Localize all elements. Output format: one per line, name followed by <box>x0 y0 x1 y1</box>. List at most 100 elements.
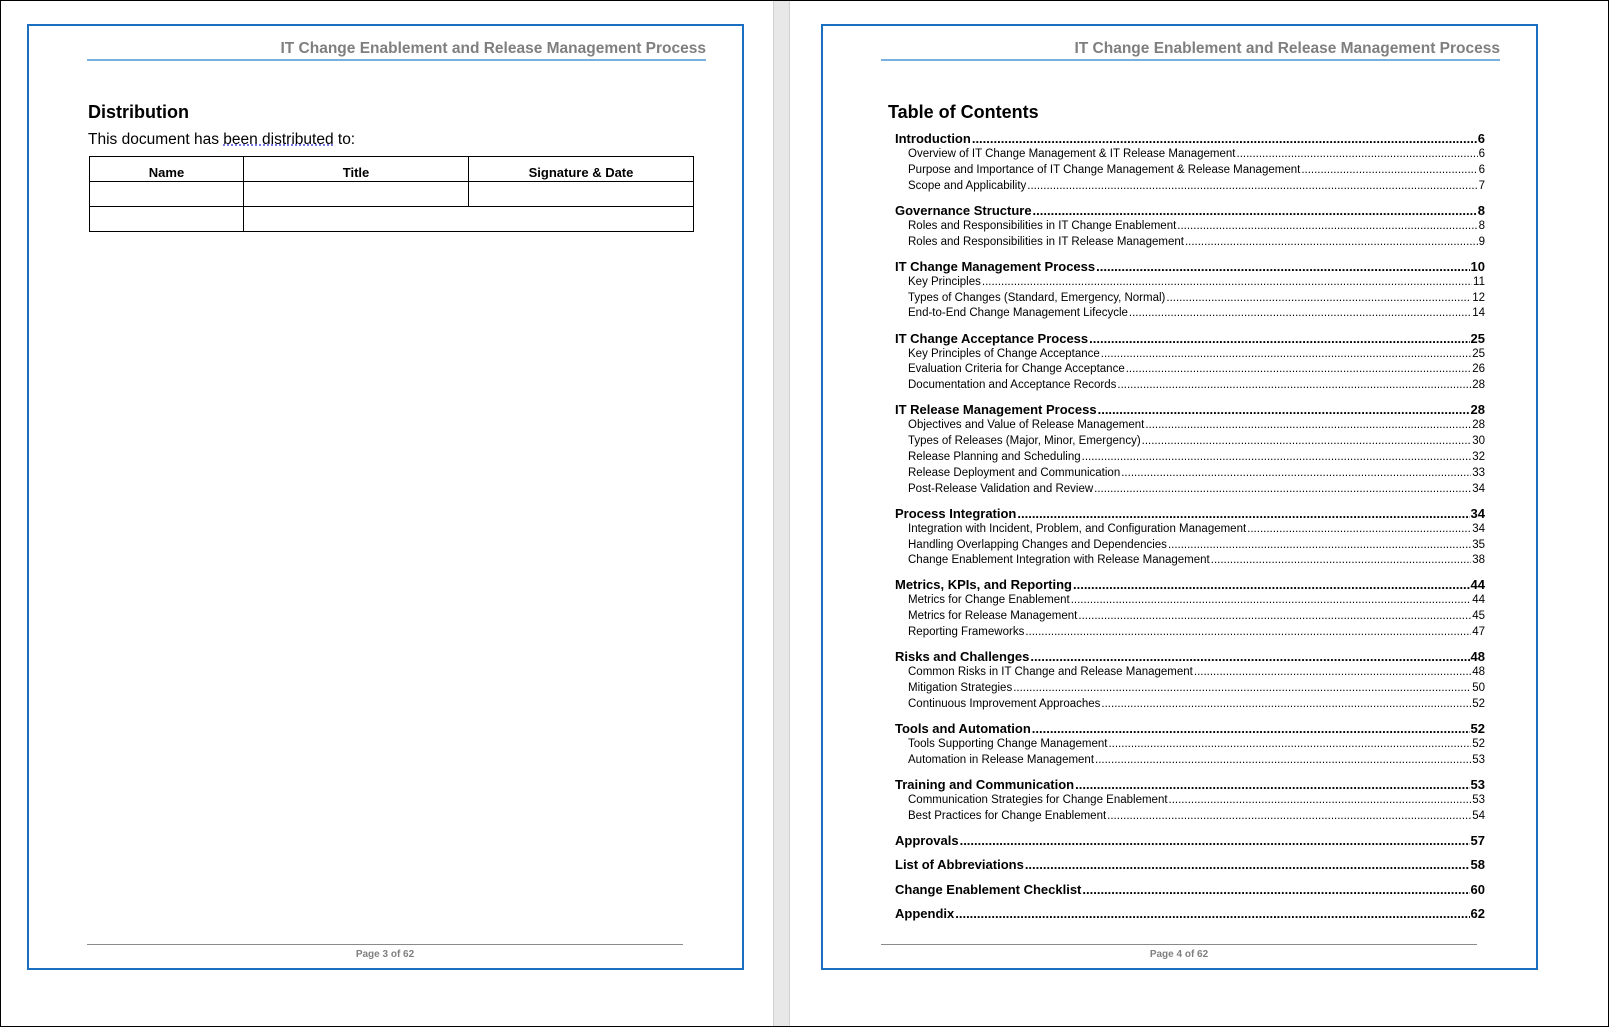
table-cell[interactable] <box>243 206 694 232</box>
toc-entry[interactable]: Evaluation Criteria for Change Acceptanc… <box>895 362 1485 378</box>
toc-entry[interactable]: Scope and Applicability 7 <box>895 179 1485 195</box>
toc-entry[interactable]: End-to-End Change Management Lifecycle 14 <box>895 306 1485 322</box>
dot-leader <box>1166 291 1471 307</box>
toc-entry[interactable]: Tools Supporting Change Management 52 <box>895 737 1485 753</box>
toc-entry[interactable]: Documentation and Acceptance Records 28 <box>895 378 1485 394</box>
grammar-flagged-text[interactable]: been distributed <box>223 131 334 148</box>
dot-leader <box>1032 721 1470 737</box>
dot-leader <box>1082 450 1472 466</box>
toc-entry[interactable]: List of Abbreviations 58 <box>895 857 1485 873</box>
toc-page-number: 34 <box>1472 522 1485 535</box>
toc-entry[interactable]: Purpose and Importance of IT Change Mana… <box>895 163 1485 179</box>
toc-entry[interactable]: Change Enablement Integration with Relea… <box>895 553 1485 569</box>
toc-page-number: 26 <box>1472 363 1485 376</box>
toc-entry[interactable]: Tools and Automation 52 <box>895 721 1485 737</box>
toc-page-number: 12 <box>1472 291 1485 304</box>
toc-entry-title: Training and Communication <box>895 777 1075 793</box>
dot-leader <box>1030 649 1469 665</box>
toc-page-number: 6 <box>1477 131 1485 146</box>
dot-leader <box>955 906 1469 922</box>
page-3: IT Change Enablement and Release Managem… <box>27 24 744 970</box>
toc-entry[interactable]: Best Practices for Change Enablement 54 <box>895 809 1485 825</box>
toc-entry[interactable]: Risks and Challenges 48 <box>895 649 1485 665</box>
toc-page-number: 48 <box>1470 649 1485 665</box>
toc-entry-title: Documentation and Acceptance Records <box>908 379 1117 392</box>
toc-page-number: 28 <box>1472 379 1485 392</box>
toc-page-number: 34 <box>1472 482 1485 495</box>
toc-page-number: 30 <box>1472 435 1485 448</box>
toc-entry-title: Introduction <box>895 131 971 146</box>
table-cell[interactable] <box>89 206 244 232</box>
toc-entry[interactable]: Key Principles 11 <box>895 275 1485 291</box>
toc-page-number: 28 <box>1470 402 1485 418</box>
toc-entry[interactable]: Objectives and Value of Release Manageme… <box>895 418 1485 434</box>
toc-entry-title: Overview of IT Change Management & IT Re… <box>908 148 1236 160</box>
toc-entry[interactable]: Approvals 57 <box>895 833 1485 849</box>
toc-entry-title: Tools Supporting Change Management <box>908 738 1108 751</box>
toc-entry-title: Communication Strategies for Change Enab… <box>908 794 1168 807</box>
toc-entry[interactable]: Roles and Responsibilities in IT Change … <box>895 219 1485 235</box>
toc-entry-title: Post-Release Validation and Review <box>908 482 1094 495</box>
dot-leader <box>1071 593 1471 609</box>
table-cell[interactable] <box>89 181 244 207</box>
page-header: IT Change Enablement and Release Managem… <box>881 40 1500 61</box>
dot-leader <box>1082 882 1469 898</box>
dot-leader <box>1013 681 1471 697</box>
toc-entry[interactable]: Types of Releases (Major, Minor, Emergen… <box>895 434 1485 450</box>
toc-entry[interactable]: Metrics, KPIs, and Reporting 44 <box>895 577 1485 593</box>
toc-entry[interactable]: Roles and Responsibilities in IT Release… <box>895 235 1485 251</box>
toc-page-number: 25 <box>1472 347 1485 360</box>
toc-entry[interactable]: IT Release Management Process 28 <box>895 402 1485 418</box>
toc-entry[interactable]: IT Change Management Process 10 <box>895 259 1485 275</box>
toc-entry-title: Automation in Release Management <box>908 753 1095 766</box>
toc-entry[interactable]: Release Planning and Scheduling 32 <box>895 450 1485 466</box>
toc-entry[interactable]: IT Change Acceptance Process 25 <box>895 331 1485 347</box>
toc-entry[interactable]: Appendix 62 <box>895 906 1485 922</box>
dot-leader <box>1194 665 1471 681</box>
toc-entry[interactable]: Types of Changes (Standard, Emergency, N… <box>895 291 1485 307</box>
toc-entry[interactable]: Reporting Frameworks 47 <box>895 625 1485 641</box>
toc-entry[interactable]: Post-Release Validation and Review 34 <box>895 482 1485 498</box>
dot-leader <box>1101 697 1471 713</box>
dot-leader <box>982 275 1472 291</box>
toc-entry-title: IT Release Management Process <box>895 402 1097 418</box>
toc-entry[interactable]: Handling Overlapping Changes and Depende… <box>895 538 1485 554</box>
page-footer: Page 4 of 62 <box>881 944 1477 960</box>
toc-page-number: 52 <box>1472 697 1485 710</box>
toc-entry[interactable]: Metrics for Release Management 45 <box>895 609 1485 625</box>
toc-page-number: 48 <box>1472 666 1485 679</box>
dot-leader <box>1117 378 1471 394</box>
toc-entry-title: Objectives and Value of Release Manageme… <box>908 419 1145 432</box>
toc-entry[interactable]: Common Risks in IT Change and Release Ma… <box>895 665 1485 681</box>
dot-leader <box>1095 753 1471 769</box>
toc-entry[interactable]: Communication Strategies for Change Enab… <box>895 793 1485 809</box>
toc-entry[interactable]: Introduction 6 <box>895 131 1485 147</box>
dot-leader <box>1073 577 1470 593</box>
table-cell[interactable] <box>243 181 469 207</box>
toc-entry-title: Mitigation Strategies <box>908 682 1013 695</box>
toc-entry-title: Key Principles <box>908 275 981 288</box>
toc-entry-title: Metrics for Change Enablement <box>908 594 1070 607</box>
table-cell[interactable] <box>468 181 694 207</box>
toc-entry[interactable]: Change Enablement Checklist 60 <box>895 882 1485 898</box>
toc-entry-title: Metrics, KPIs, and Reporting <box>895 577 1072 593</box>
toc-entry[interactable]: Integration with Incident, Problem, and … <box>895 522 1485 538</box>
dot-leader <box>1145 418 1471 434</box>
toc-entry-title: Governance Structure <box>895 202 1032 218</box>
toc-entry[interactable]: Automation in Release Management 53 <box>895 753 1485 769</box>
dot-leader <box>1126 362 1471 378</box>
toc-page-number: 34 <box>1470 505 1485 521</box>
toc-entry[interactable]: Release Deployment and Communication 33 <box>895 466 1485 482</box>
toc-entry[interactable]: Governance Structure 8 <box>895 203 1485 219</box>
toc-entry[interactable]: Continuous Improvement Approaches 52 <box>895 697 1485 713</box>
toc-entry[interactable]: Training and Communication 53 <box>895 777 1485 793</box>
toc-entry[interactable]: Mitigation Strategies 50 <box>895 681 1485 697</box>
dot-leader <box>960 833 1470 849</box>
toc-entry-title: Handling Overlapping Changes and Depende… <box>908 538 1167 551</box>
toc-entry-title: Integration with Incident, Problem, and … <box>908 522 1247 535</box>
toc-entry[interactable]: Process Integration 34 <box>895 506 1485 522</box>
toc-entry[interactable]: Overview of IT Change Management & IT Re… <box>895 147 1485 163</box>
toc-entry[interactable]: Metrics for Change Enablement 44 <box>895 593 1485 609</box>
toc-entry-title: Roles and Responsibilities in IT Release… <box>908 235 1184 248</box>
toc-entry[interactable]: Key Principles of Change Acceptance 25 <box>895 347 1485 363</box>
